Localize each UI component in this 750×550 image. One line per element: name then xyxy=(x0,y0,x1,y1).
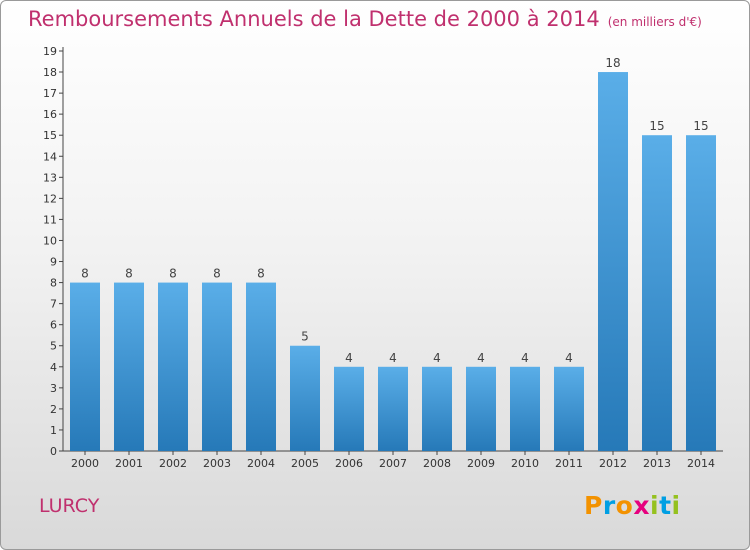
bar-value-label: 15 xyxy=(649,119,664,133)
y-tick-label: 4 xyxy=(50,361,57,374)
commune-name: LURCY xyxy=(39,495,100,517)
y-tick-label: 5 xyxy=(50,340,57,353)
chart-title: Remboursements Annuels de la Dette de 20… xyxy=(28,7,702,31)
bar-value-label: 8 xyxy=(81,267,89,281)
bar xyxy=(202,282,232,451)
logo-letter: x xyxy=(633,491,650,520)
bar xyxy=(598,72,628,451)
bar xyxy=(686,135,716,452)
x-tick-label: 2000 xyxy=(71,457,99,470)
proxiti-logo: Proxiti xyxy=(584,491,681,520)
y-tick-label: 12 xyxy=(43,192,57,205)
bar-value-label: 4 xyxy=(521,351,529,365)
y-tick-label: 11 xyxy=(43,213,57,226)
x-tick-label: 2008 xyxy=(423,457,451,470)
bar-value-label: 4 xyxy=(389,351,397,365)
y-tick-label: 9 xyxy=(50,256,57,269)
x-tick-label: 2004 xyxy=(247,457,275,470)
x-tick-label: 2011 xyxy=(555,457,583,470)
logo-letter: o xyxy=(615,491,634,520)
y-tick-label: 17 xyxy=(43,87,57,100)
logo-letter: r xyxy=(602,491,616,520)
x-tick-label: 2002 xyxy=(159,457,187,470)
y-tick-label: 16 xyxy=(43,108,57,121)
bar-value-label: 18 xyxy=(605,56,620,70)
bar xyxy=(290,345,320,451)
logo-letter: i xyxy=(650,491,660,520)
y-tick-label: 14 xyxy=(43,150,57,163)
bar xyxy=(642,135,672,452)
y-tick-label: 2 xyxy=(50,403,57,416)
bar-value-label: 8 xyxy=(257,267,265,281)
x-tick-label: 2005 xyxy=(291,457,319,470)
chart-title-main: Remboursements Annuels de la Dette de 20… xyxy=(28,7,600,31)
bar-value-label: 4 xyxy=(477,351,485,365)
x-tick-label: 2012 xyxy=(599,457,627,470)
x-tick-label: 2014 xyxy=(687,457,715,470)
bar-value-label: 8 xyxy=(125,267,133,281)
bar-value-label: 4 xyxy=(433,351,441,365)
bar xyxy=(510,366,540,451)
y-tick-label: 1 xyxy=(50,424,57,437)
y-tick-label: 0 xyxy=(50,445,57,458)
logo-letter: i xyxy=(671,491,681,520)
chart-bars: 8 8 8 8 8 5 4 4 4 4 4 4 18 15 15 xyxy=(70,56,716,452)
bar xyxy=(378,366,408,451)
chart-title-unit: (en milliers d'€) xyxy=(607,15,702,29)
logo-letter: P xyxy=(584,491,603,520)
y-tick-label: 7 xyxy=(50,298,57,311)
y-tick-label: 18 xyxy=(43,66,57,79)
x-tick-label: 2009 xyxy=(467,457,495,470)
logo-letter: t xyxy=(659,491,672,520)
x-tick-label: 2010 xyxy=(511,457,539,470)
bar xyxy=(246,282,276,451)
bar-value-label: 8 xyxy=(213,267,221,281)
x-tick-label: 2001 xyxy=(115,457,143,470)
y-tick-label: 13 xyxy=(43,171,57,184)
bar-value-label: 15 xyxy=(693,119,708,133)
x-tick-label: 2013 xyxy=(643,457,671,470)
y-tick-label: 3 xyxy=(50,382,57,395)
bar xyxy=(158,282,188,451)
y-tick-label: 6 xyxy=(50,319,57,332)
x-axis-labels: 2000 2001 2002 2003 2004 2005 2006 2007 2008 2009… xyxy=(71,451,715,470)
bar xyxy=(422,366,452,451)
bar xyxy=(554,366,584,451)
bar xyxy=(114,282,144,451)
bar-value-label: 8 xyxy=(169,267,177,281)
x-tick-label: 2003 xyxy=(203,457,231,470)
y-tick-label: 15 xyxy=(43,129,57,142)
y-tick-label: 10 xyxy=(43,234,57,247)
bar xyxy=(70,282,100,451)
x-tick-label: 2006 xyxy=(335,457,363,470)
y-tick-label: 19 xyxy=(43,45,57,58)
bar-value-label: 4 xyxy=(565,351,573,365)
bar-value-label: 4 xyxy=(345,351,353,365)
bar xyxy=(334,366,364,451)
y-tick-label: 8 xyxy=(50,277,57,290)
bar-value-label: 5 xyxy=(301,330,309,344)
bar xyxy=(466,366,496,451)
x-tick-label: 2007 xyxy=(379,457,407,470)
